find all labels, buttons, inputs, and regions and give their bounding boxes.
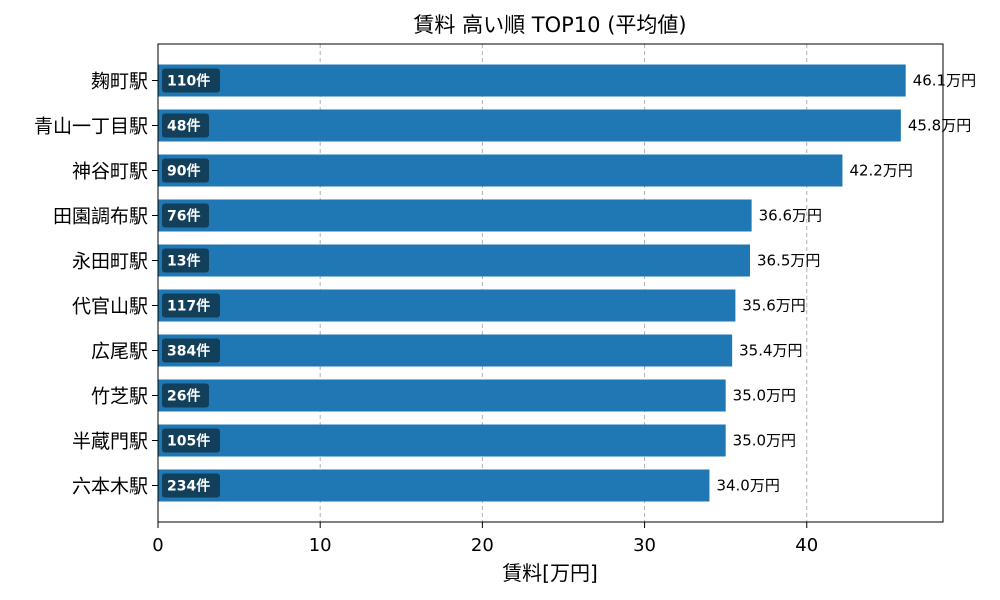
value-label: 36.6万円 — [759, 207, 822, 225]
count-label: 234件 — [167, 478, 210, 495]
count-label: 76件 — [167, 208, 200, 225]
y-tick-label: 代官山駅 — [72, 296, 148, 318]
y-tick-label: 青山一丁目駅 — [34, 116, 148, 138]
y-tick-label: 半蔵門駅 — [72, 431, 148, 453]
bar — [158, 64, 906, 97]
count-badge — [162, 158, 209, 183]
count-label: 117件 — [167, 298, 210, 315]
y-tick-label: 神谷町駅 — [72, 161, 148, 183]
bar — [158, 109, 901, 142]
x-tick-label: 10 — [309, 535, 332, 556]
bar — [158, 154, 843, 187]
count-badge — [162, 203, 209, 228]
x-tick-label: 20 — [471, 535, 494, 556]
bar — [158, 424, 726, 457]
bar — [158, 334, 733, 367]
bar — [158, 244, 750, 277]
count-badge — [162, 68, 220, 93]
value-label: 35.0万円 — [733, 387, 796, 405]
y-tick-label: 田園調布駅 — [53, 206, 148, 228]
count-badge — [162, 428, 220, 453]
bars-group — [158, 64, 906, 502]
value-label: 35.4万円 — [739, 342, 802, 360]
plot-frame — [157, 43, 944, 523]
value-label: 42.2万円 — [849, 162, 912, 180]
value-label: 46.1万円 — [913, 72, 976, 90]
y-tick-label: 竹芝駅 — [91, 386, 148, 408]
y-tick-label: 麹町駅 — [91, 71, 148, 93]
value-label: 36.5万円 — [757, 252, 820, 270]
value-label: 35.6万円 — [742, 297, 805, 315]
bar — [158, 199, 752, 232]
count-badge — [162, 293, 220, 318]
bar — [158, 469, 710, 502]
count-label: 110件 — [167, 73, 210, 90]
bar — [158, 379, 726, 412]
value-label: 34.0万円 — [716, 477, 779, 495]
count-label: 26件 — [167, 388, 200, 405]
count-label: 105件 — [167, 433, 210, 450]
count-badge — [162, 383, 209, 408]
bar — [158, 289, 736, 322]
count-badge — [162, 113, 209, 138]
count-badge — [162, 248, 209, 273]
value-label: 35.0万円 — [733, 432, 796, 450]
value-label: 45.8万円 — [908, 117, 971, 135]
y-tick-label: 永田町駅 — [72, 251, 148, 273]
y-tick-label: 広尾駅 — [91, 341, 148, 363]
count-badge — [162, 338, 220, 363]
count-label: 90件 — [167, 163, 200, 180]
count-label: 48件 — [167, 118, 200, 135]
x-tick-label: 0 — [152, 535, 163, 556]
y-tick-label: 六本木駅 — [72, 476, 148, 498]
x-tick-label: 30 — [633, 535, 656, 556]
chart-title: 賃料 高い順 TOP10 (平均値) — [413, 13, 686, 37]
count-label: 13件 — [167, 253, 200, 270]
count-label: 384件 — [167, 343, 210, 360]
count-badge — [162, 473, 220, 498]
x-axis: 0 10 20 30 40 — [152, 522, 818, 556]
x-axis-label: 賃料[万円] — [502, 561, 598, 585]
x-tick-label: 40 — [795, 535, 818, 556]
